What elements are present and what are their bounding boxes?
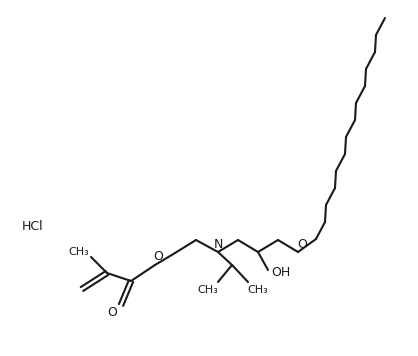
Text: CH₃: CH₃ [198, 285, 218, 295]
Text: O: O [153, 251, 163, 263]
Text: N: N [213, 237, 223, 251]
Text: O: O [107, 305, 117, 319]
Text: OH: OH [271, 267, 291, 279]
Text: O: O [297, 237, 307, 251]
Text: HCl: HCl [22, 220, 43, 234]
Text: CH₃: CH₃ [69, 247, 89, 257]
Text: CH₃: CH₃ [247, 285, 268, 295]
